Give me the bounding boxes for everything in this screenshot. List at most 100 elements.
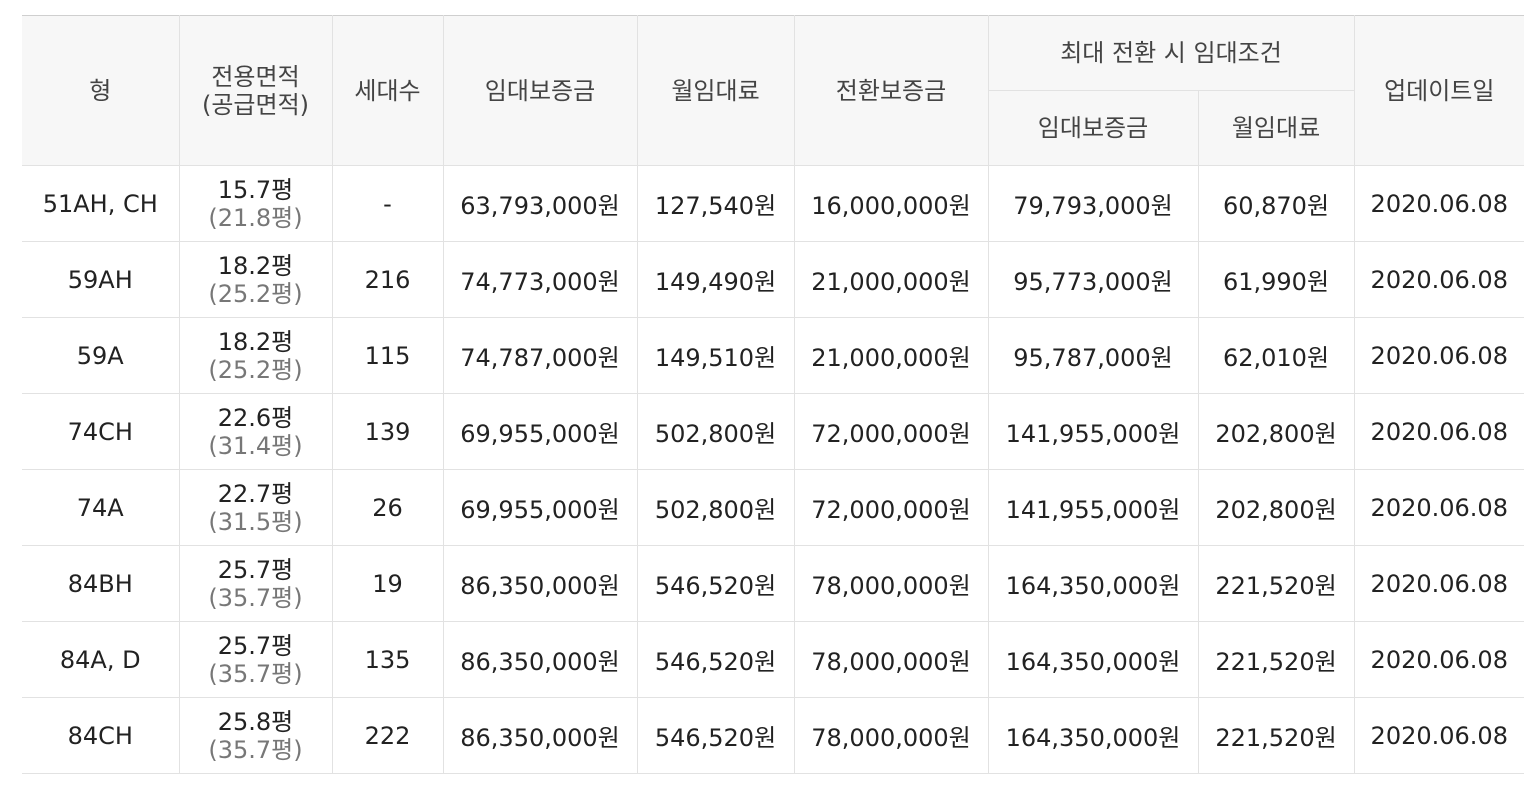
header-monthly-rent: 월임대료 <box>636 15 795 166</box>
cell-deposit: 74,787,000원 <box>442 317 638 394</box>
table-row: 51AH, CH 15.7평 (21.8평) -63,793,000원 127,540원… <box>22 165 1525 242</box>
header-type: 형 <box>22 15 180 166</box>
cell-updated: 2020.06.08 <box>1353 621 1525 698</box>
cell-area: 18.2평 (25.2평) <box>178 241 333 318</box>
table-header: 형 전용면적 (공급면적) 세대수 임대보증금 월임대료 전환보증금 최대 전환… <box>22 15 1525 166</box>
header-area: 전용면적 (공급면적) <box>178 15 333 166</box>
cell-households: 139 <box>331 393 444 470</box>
table-row: 59A 18.2평 (25.2평) 115 74,787,000원 149,510원 21,… <box>22 317 1525 394</box>
cell-monthly-rent: 546,520원 <box>636 621 795 698</box>
header-max-monthly-rent: 월임대료 <box>1197 90 1355 166</box>
cell-max-deposit: 79,793,000원 <box>987 165 1199 242</box>
cell-max-monthly-rent: 202,800원 <box>1197 393 1355 470</box>
header-max-conversion-group: 최대 전환 시 임대조건 <box>987 15 1355 91</box>
cell-area: 25.7평 (35.7평) <box>178 545 333 622</box>
header-area-line1: 전용면적 <box>211 62 300 91</box>
cell-area: 22.7평 (31.5평) <box>178 469 333 546</box>
table-row: 84CH 25.8평 (35.7평) 222 86,350,000원 546,520원 78… <box>22 697 1525 774</box>
cell-max-monthly-rent: 60,870원 <box>1197 165 1355 242</box>
cell-monthly-rent: 546,520원 <box>636 697 795 774</box>
exclusive-area: 25.7평 <box>217 631 294 660</box>
table-row: 59AH 18.2평 (25.2평) 216 74,773,000원 149,490원 21… <box>22 241 1525 318</box>
header-area-line2: (공급면적) <box>201 90 310 119</box>
cell-updated: 2020.06.08 <box>1353 545 1525 622</box>
cell-max-monthly-rent: 61,990원 <box>1197 241 1355 318</box>
cell-monthly-rent: 149,490원 <box>636 241 795 318</box>
table-row: 74CH 22.6평 (31.4평) 139 69,955,000원 502,800원 72… <box>22 393 1525 470</box>
exclusive-area: 18.2평 <box>217 327 294 356</box>
cell-deposit: 69,955,000원 <box>442 393 638 470</box>
supply-area: (35.7평) <box>208 659 303 688</box>
cell-monthly-rent: 546,520원 <box>636 545 795 622</box>
cell-conversion-deposit: 72,000,000원 <box>793 393 989 470</box>
cell-max-deposit: 95,773,000원 <box>987 241 1199 318</box>
cell-max-deposit: 141,955,000원 <box>987 469 1199 546</box>
cell-households: 19 <box>331 545 444 622</box>
header-deposit: 임대보증금 <box>442 15 638 166</box>
cell-area: 25.8평 (35.7평) <box>178 697 333 774</box>
table-row: 84BH 25.7평 (35.7평) 19 86,350,000원 546,520원 78,… <box>22 545 1525 622</box>
table-body: 51AH, CH 15.7평 (21.8평) -63,793,000원 127,540원… <box>22 165 1525 774</box>
cell-updated: 2020.06.08 <box>1353 393 1525 470</box>
cell-conversion-deposit: 78,000,000원 <box>793 545 989 622</box>
exclusive-area: 22.6평 <box>217 403 294 432</box>
cell-type: 84A, D <box>22 621 180 698</box>
cell-type: 74CH <box>22 393 180 470</box>
cell-type: 74A <box>22 469 180 546</box>
supply-area: (25.2평) <box>208 279 303 308</box>
cell-monthly-rent: 149,510원 <box>636 317 795 394</box>
cell-updated: 2020.06.08 <box>1353 469 1525 546</box>
cell-households: 222 <box>331 697 444 774</box>
cell-households: 26 <box>331 469 444 546</box>
cell-deposit: 86,350,000원 <box>442 545 638 622</box>
cell-max-monthly-rent: 62,010원 <box>1197 317 1355 394</box>
cell-households: - <box>331 165 444 242</box>
cell-area: 15.7평 (21.8평) <box>178 165 333 242</box>
cell-max-deposit: 95,787,000원 <box>987 317 1199 394</box>
header-updated: 업데이트일 <box>1353 15 1525 166</box>
supply-area: (21.8평) <box>208 203 303 232</box>
exclusive-area: 25.8평 <box>217 707 294 736</box>
exclusive-area: 25.7평 <box>217 555 294 584</box>
cell-updated: 2020.06.08 <box>1353 241 1525 318</box>
cell-max-monthly-rent: 221,520원 <box>1197 621 1355 698</box>
supply-area: (35.7평) <box>208 583 303 612</box>
cell-max-deposit: 164,350,000원 <box>987 621 1199 698</box>
exclusive-area: 15.7평 <box>217 175 294 204</box>
cell-type: 59A <box>22 317 180 394</box>
cell-max-deposit: 164,350,000원 <box>987 545 1199 622</box>
cell-updated: 2020.06.08 <box>1353 165 1525 242</box>
supply-area: (31.4평) <box>208 431 303 460</box>
cell-conversion-deposit: 78,000,000원 <box>793 697 989 774</box>
cell-deposit: 74,773,000원 <box>442 241 638 318</box>
header-households: 세대수 <box>331 15 444 166</box>
supply-area: (31.5평) <box>208 507 303 536</box>
cell-area: 18.2평 (25.2평) <box>178 317 333 394</box>
header-conversion-deposit: 전환보증금 <box>793 15 989 166</box>
cell-households: 115 <box>331 317 444 394</box>
cell-monthly-rent: 502,800원 <box>636 469 795 546</box>
cell-monthly-rent: 502,800원 <box>636 393 795 470</box>
cell-conversion-deposit: 72,000,000원 <box>793 469 989 546</box>
cell-monthly-rent: 127,540원 <box>636 165 795 242</box>
cell-area: 25.7평 (35.7평) <box>178 621 333 698</box>
cell-max-monthly-rent: 221,520원 <box>1197 545 1355 622</box>
rent-conditions-table: 형 전용면적 (공급면적) 세대수 임대보증금 월임대료 전환보증금 최대 전환… <box>22 15 1525 774</box>
table-row: 74A 22.7평 (31.5평) 26 69,955,000원 502,800원 72,0… <box>22 469 1525 546</box>
cell-conversion-deposit: 21,000,000원 <box>793 317 989 394</box>
cell-max-monthly-rent: 221,520원 <box>1197 697 1355 774</box>
cell-updated: 2020.06.08 <box>1353 317 1525 394</box>
cell-type: 84BH <box>22 545 180 622</box>
cell-max-monthly-rent: 202,800원 <box>1197 469 1355 546</box>
cell-type: 84CH <box>22 697 180 774</box>
exclusive-area: 18.2평 <box>217 251 294 280</box>
rent-table-container: 형 전용면적 (공급면적) 세대수 임대보증금 월임대료 전환보증금 최대 전환… <box>22 15 1525 774</box>
cell-type: 51AH, CH <box>22 165 180 242</box>
cell-deposit: 86,350,000원 <box>442 697 638 774</box>
cell-households: 135 <box>331 621 444 698</box>
cell-max-deposit: 141,955,000원 <box>987 393 1199 470</box>
cell-max-deposit: 164,350,000원 <box>987 697 1199 774</box>
exclusive-area: 22.7평 <box>217 479 294 508</box>
supply-area: (25.2평) <box>208 355 303 384</box>
cell-conversion-deposit: 16,000,000원 <box>793 165 989 242</box>
